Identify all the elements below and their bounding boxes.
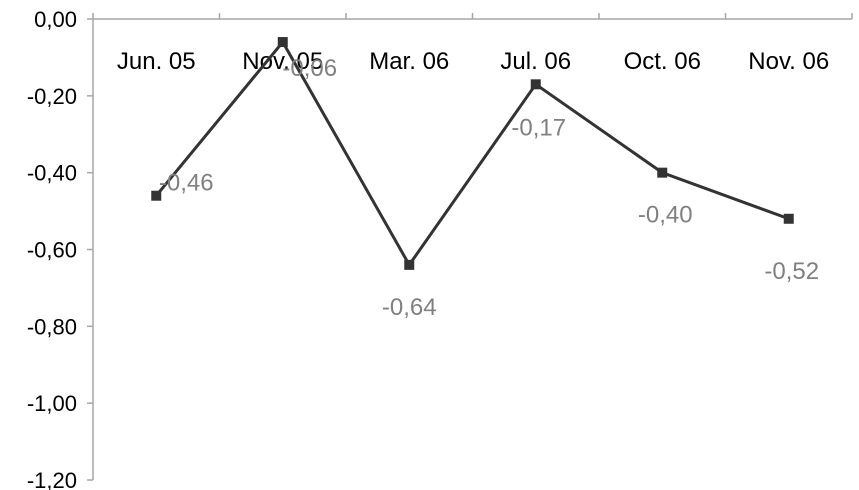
data-label: -0,06	[282, 55, 337, 82]
series-revenue-change	[151, 37, 794, 270]
x-tick-label: Jul. 06	[500, 48, 571, 75]
data-point	[657, 167, 668, 178]
y-tick-label: -0,80	[27, 314, 77, 339]
data-label: -0,40	[638, 202, 693, 229]
data-label: -0,17	[511, 114, 566, 141]
data-label: -0,52	[764, 258, 819, 285]
x-tick-label: Jun. 05	[117, 48, 196, 75]
y-tick-label: -0,60	[27, 238, 77, 263]
y-tick-label: -0,20	[27, 84, 77, 109]
y-tick-label: -1,00	[27, 391, 77, 416]
data-point	[277, 37, 288, 48]
y-tick-label: 0,00	[34, 7, 77, 32]
y-tick-label: -0,40	[27, 161, 77, 186]
data-point	[530, 79, 541, 90]
y-axis: 0,00 -0,20 -0,40 -0,60 -0,80 -1,00 -1,20	[27, 7, 94, 490]
x-tick-label: Oct. 06	[624, 48, 701, 75]
data-labels: -0,46 -0,06 -0,64 -0,17 -0,40 -0,52	[159, 55, 819, 321]
x-tick-label: Mar. 06	[369, 48, 449, 75]
data-point	[404, 259, 415, 270]
series-line	[155, 39, 790, 268]
data-point	[783, 213, 794, 224]
data-label: -0,64	[382, 294, 437, 321]
data-point	[151, 190, 162, 201]
x-axis: Jun. 05 Nov. 05 Mar. 06 Jul. 06 Oct. 06 Nov. …	[92, 13, 853, 75]
y-tick-label: -1,20	[27, 468, 77, 490]
data-label: -0,46	[159, 170, 214, 197]
x-tick-label: Nov. 05	[242, 48, 323, 75]
x-tick-label: Nov. 06	[748, 48, 829, 75]
